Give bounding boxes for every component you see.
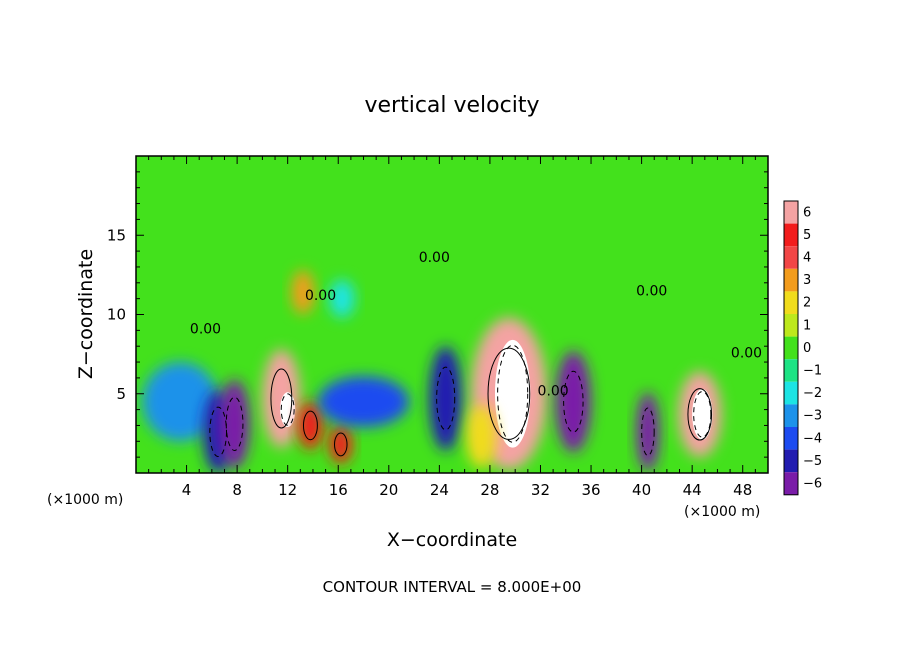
colorbar-swatch-4: [784, 291, 798, 314]
contour-line-14: [693, 391, 712, 438]
colorbar-label-4: 2: [803, 296, 811, 311]
y-tick-label-2: 15: [107, 226, 126, 244]
colorbar-label-2: 4: [803, 251, 811, 266]
contour-line-10: [497, 344, 529, 443]
colorbar-swatch-2: [784, 246, 798, 269]
heatmap-cell-5: [297, 401, 324, 450]
heatmap-cell-16: [329, 279, 355, 318]
x-tick-label-0: 4: [182, 481, 192, 499]
x-tick-label-5: 24: [430, 481, 449, 499]
x-tick-label-8: 36: [581, 481, 600, 499]
contour-label-5: 0.00: [538, 383, 569, 399]
heatmap-cell-14: [692, 388, 713, 440]
x-tick-label-4: 20: [379, 481, 398, 499]
colorbar-swatch-1: [784, 223, 798, 247]
contour-line-2: [225, 396, 244, 451]
x-tick-label-2: 12: [278, 481, 297, 499]
x-axis-ticks: 4 8 12 16 20 24 28 32 36 40 44 48: [148, 156, 756, 499]
contour-label-0: 0.00: [190, 322, 221, 338]
colorbar-swatch-8: [784, 381, 798, 405]
heatmap-cell-15: [291, 270, 315, 315]
colorbar-swatch-9: [784, 404, 798, 427]
colorbar-swatch-6: [784, 336, 798, 360]
contour-line-13: [687, 388, 713, 441]
x-tick-label-1: 8: [232, 481, 242, 499]
colorbar-frame: [783, 200, 799, 496]
heatmap-cell-2: [219, 379, 250, 469]
contour-line-11: [563, 370, 584, 433]
colorbar-label-10: −4: [803, 431, 822, 446]
contour-label-4: 0.00: [731, 345, 762, 361]
colorbar-swatch-12: [784, 472, 798, 495]
contour-label-2: 0.00: [305, 288, 336, 304]
colorbar-swatch-10: [784, 427, 798, 450]
contour-label-1: 0.00: [419, 250, 450, 266]
x-tick-label-11: 48: [733, 481, 752, 499]
heatmap-cell-3: [262, 349, 301, 448]
colorbar: 6 5 4 3 2 1 0 −1 −2 −3 −4 −5 −6: [783, 200, 822, 496]
colorbar-label-9: −3: [803, 409, 822, 424]
y-tick-label-1: 10: [107, 306, 126, 324]
contour-line-9: [487, 347, 531, 440]
contour-interval-note: CONTOUR INTERVAL = 8.000E+00: [323, 578, 582, 596]
colorbar-label-5: 1: [803, 318, 811, 333]
colorbar-swatch-11: [784, 449, 798, 473]
colorbar-label-1: 5: [803, 228, 811, 243]
y-axis-label: Z−coordinate: [75, 249, 97, 379]
y-axis-ticks: 5 10 15: [107, 171, 768, 458]
colorbar-swatch-5: [784, 314, 798, 337]
x-unit-label-left: (×1000 m): [47, 492, 123, 508]
heatmap-cell-7: [318, 376, 410, 428]
colorbar-swatch-0: [784, 201, 798, 224]
contour-line-12: [641, 407, 655, 457]
colorbar-label-11: −5: [803, 454, 822, 469]
x-axis-label: X−coordinate: [387, 529, 517, 551]
colorbar-label-0: 6: [803, 205, 811, 220]
colorbar-label-8: −2: [803, 386, 822, 401]
contour-label-3: 0.00: [636, 283, 667, 299]
heatmap-cell-10: [494, 339, 531, 448]
colorbar-label-12: −6: [803, 477, 822, 492]
colorbar-swatch-3: [784, 268, 798, 292]
colorbar-label-3: 3: [803, 273, 811, 288]
contour-line-4: [280, 393, 295, 426]
contour-line-6: [334, 432, 348, 457]
contour-line-8: [436, 366, 456, 431]
x-tick-label-6: 28: [480, 481, 499, 499]
y-tick-label-0: 5: [116, 385, 126, 403]
colorbar-label-6: 0: [803, 341, 811, 356]
heatmap-cell-11: [555, 350, 592, 453]
heatmap-cell-17: [465, 404, 497, 469]
x-tick-label-10: 44: [683, 481, 702, 499]
heatmap-cell-12: [636, 392, 660, 472]
contour-lines: [209, 344, 713, 458]
heatmap-cell-8: [429, 346, 463, 451]
colorbar-swatch-7: [784, 359, 798, 382]
chart-title: vertical velocity: [364, 93, 539, 118]
contour-line-5: [302, 410, 318, 441]
x-unit-label-right: (×1000 m): [684, 504, 760, 520]
x-tick-label-3: 16: [329, 481, 348, 499]
contour-labels: 0.00 0.00 0.00 0.00 0.00 0.00: [190, 250, 762, 399]
heatmap-cell-0: [142, 362, 219, 442]
heatmap-cells: [142, 270, 722, 473]
contour-line-3: [270, 368, 293, 429]
x-tick-label-9: 40: [632, 481, 651, 499]
contour-line-1: [209, 406, 228, 458]
x-tick-label-7: 32: [531, 481, 550, 499]
heatmap-cell-6: [329, 425, 353, 464]
colorbar-label-7: −1: [803, 364, 822, 379]
